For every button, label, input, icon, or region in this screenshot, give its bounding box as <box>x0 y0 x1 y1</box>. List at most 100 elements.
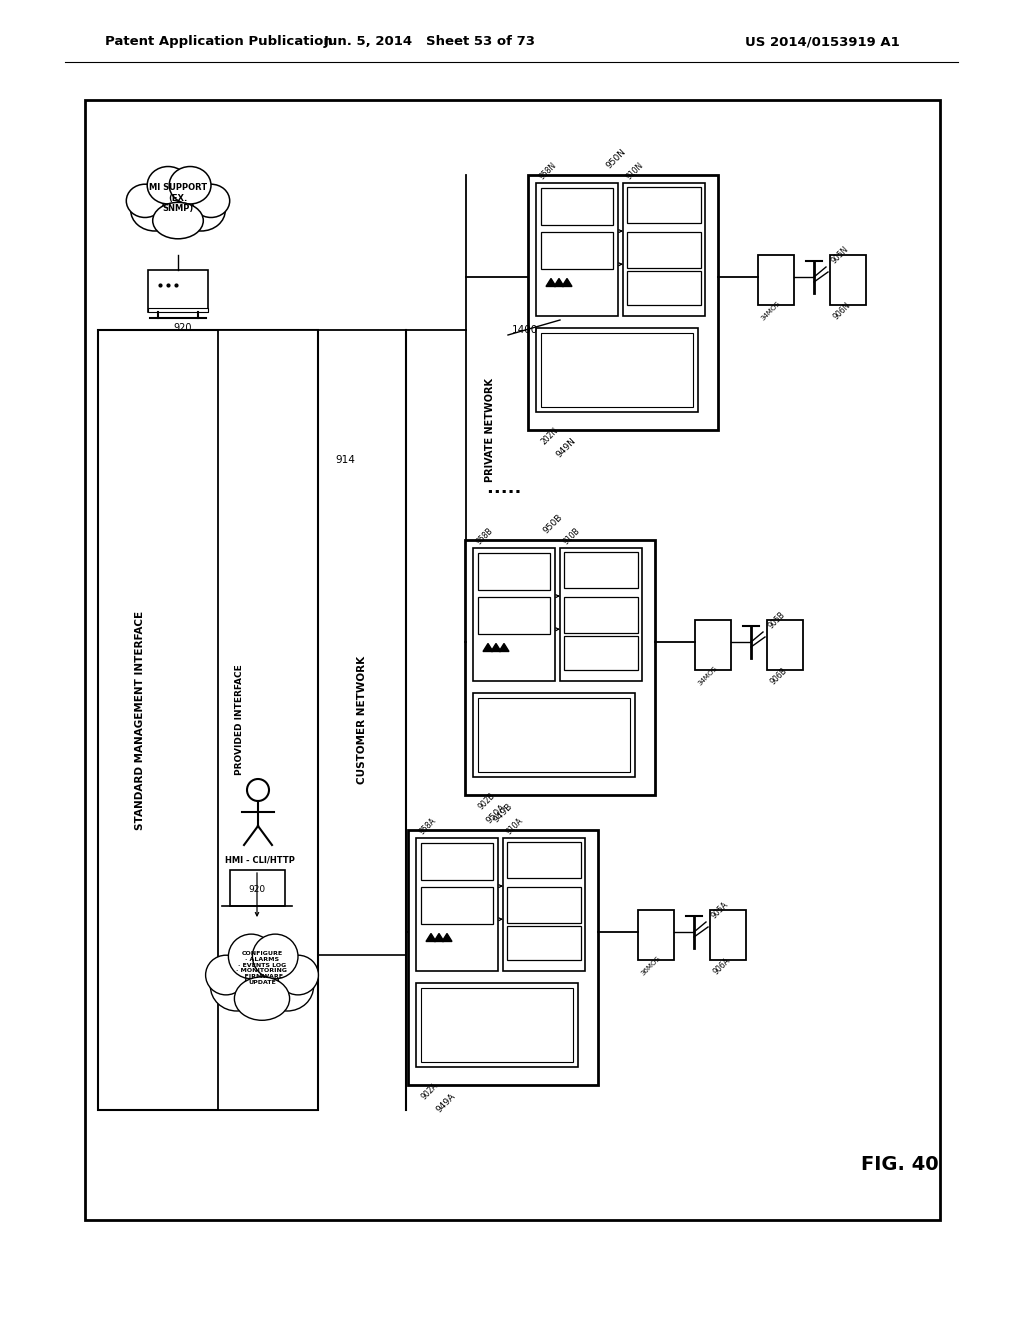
Bar <box>473 693 635 777</box>
Text: Patent Application Publication: Patent Application Publication <box>105 36 333 49</box>
Bar <box>421 843 493 880</box>
Polygon shape <box>483 643 493 652</box>
Text: STANDARD MANAGEMENT INTERFACE: STANDARD MANAGEMENT INTERFACE <box>135 610 145 829</box>
Text: 905A: 905A <box>710 900 730 920</box>
Ellipse shape <box>234 977 290 1020</box>
Polygon shape <box>499 643 509 652</box>
Text: 949A: 949A <box>434 1092 458 1114</box>
Text: 950N: 950N <box>604 148 628 170</box>
Bar <box>478 553 550 590</box>
Bar <box>627 187 700 223</box>
Bar <box>541 187 612 226</box>
Text: 906N: 906N <box>831 301 853 321</box>
Bar <box>421 887 493 924</box>
Ellipse shape <box>210 961 263 1011</box>
Ellipse shape <box>193 185 229 218</box>
Bar <box>507 842 581 878</box>
Bar <box>710 909 746 960</box>
Text: PROVIDED INTERFACE: PROVIDED INTERFACE <box>236 665 245 775</box>
Ellipse shape <box>131 189 179 231</box>
Bar <box>627 271 700 305</box>
Bar <box>465 540 655 795</box>
Text: CUSTOMER NETWORK: CUSTOMER NETWORK <box>357 656 367 784</box>
Bar <box>98 330 316 1110</box>
Bar <box>541 333 692 407</box>
Bar <box>408 830 598 1085</box>
Bar <box>564 597 638 632</box>
Text: 910B: 910B <box>562 525 583 546</box>
Polygon shape <box>426 933 436 941</box>
Bar <box>536 183 617 315</box>
Ellipse shape <box>169 166 211 205</box>
Bar <box>478 597 550 634</box>
Text: 905B: 905B <box>767 610 787 630</box>
Ellipse shape <box>153 202 204 239</box>
Polygon shape <box>554 279 564 286</box>
Bar <box>473 548 555 681</box>
Ellipse shape <box>278 956 318 995</box>
Bar <box>536 327 697 412</box>
Ellipse shape <box>126 185 164 218</box>
Text: 902B: 902B <box>477 791 498 810</box>
Text: 949B: 949B <box>492 801 514 825</box>
Bar <box>507 925 581 960</box>
Bar <box>830 255 866 305</box>
Ellipse shape <box>147 166 189 205</box>
Text: 1400: 1400 <box>512 325 539 335</box>
Bar <box>148 308 208 312</box>
Text: 36MOS: 36MOS <box>640 956 662 977</box>
Text: MI SUPPORT
(EX.
SNMP): MI SUPPORT (EX. SNMP) <box>148 183 207 213</box>
Bar <box>758 255 794 305</box>
Text: 34MOS: 34MOS <box>697 665 719 686</box>
Bar <box>627 232 700 268</box>
Text: 920: 920 <box>174 323 193 333</box>
Text: 914: 914 <box>335 455 355 465</box>
Bar <box>560 548 642 681</box>
Text: 958A: 958A <box>418 816 438 836</box>
Polygon shape <box>490 643 501 652</box>
Text: 949N: 949N <box>554 437 578 459</box>
Text: 958N: 958N <box>538 161 559 181</box>
Ellipse shape <box>261 961 313 1011</box>
Text: HMI - CLI/HTTP: HMI - CLI/HTTP <box>225 855 295 865</box>
Bar <box>528 176 718 430</box>
Text: 34MOS: 34MOS <box>760 300 781 322</box>
Text: 905N: 905N <box>830 244 851 265</box>
Polygon shape <box>562 279 572 286</box>
Bar <box>230 870 285 906</box>
Text: 920: 920 <box>249 886 265 895</box>
Text: 902A: 902A <box>420 1081 440 1101</box>
Text: 950A: 950A <box>484 803 507 825</box>
Text: 202N: 202N <box>540 426 560 446</box>
Bar <box>503 838 585 970</box>
Bar <box>416 838 498 970</box>
Text: PRIVATE NETWORK: PRIVATE NETWORK <box>485 378 495 482</box>
Bar <box>507 887 581 923</box>
Bar <box>85 100 940 1220</box>
Ellipse shape <box>228 935 274 978</box>
Polygon shape <box>434 933 444 941</box>
Text: .....: ..... <box>486 479 534 498</box>
Bar <box>218 330 318 1110</box>
Bar <box>564 635 638 671</box>
Bar <box>564 552 638 587</box>
Ellipse shape <box>226 948 298 1012</box>
Text: 910N: 910N <box>625 161 646 181</box>
Text: 906B: 906B <box>769 665 790 686</box>
Bar <box>148 271 208 312</box>
Text: US 2014/0153919 A1: US 2014/0153919 A1 <box>745 36 900 49</box>
Bar <box>623 183 705 315</box>
Bar <box>767 620 803 671</box>
Ellipse shape <box>252 935 298 978</box>
Polygon shape <box>546 279 556 286</box>
Text: 906A: 906A <box>712 956 732 977</box>
Bar <box>695 620 731 671</box>
Ellipse shape <box>145 178 211 232</box>
Ellipse shape <box>177 189 225 231</box>
Bar <box>541 232 612 269</box>
Text: FIG. 40: FIG. 40 <box>861 1155 939 1175</box>
Polygon shape <box>442 933 452 941</box>
Bar <box>416 983 578 1067</box>
Bar <box>421 987 572 1063</box>
Text: 958B: 958B <box>475 525 496 546</box>
